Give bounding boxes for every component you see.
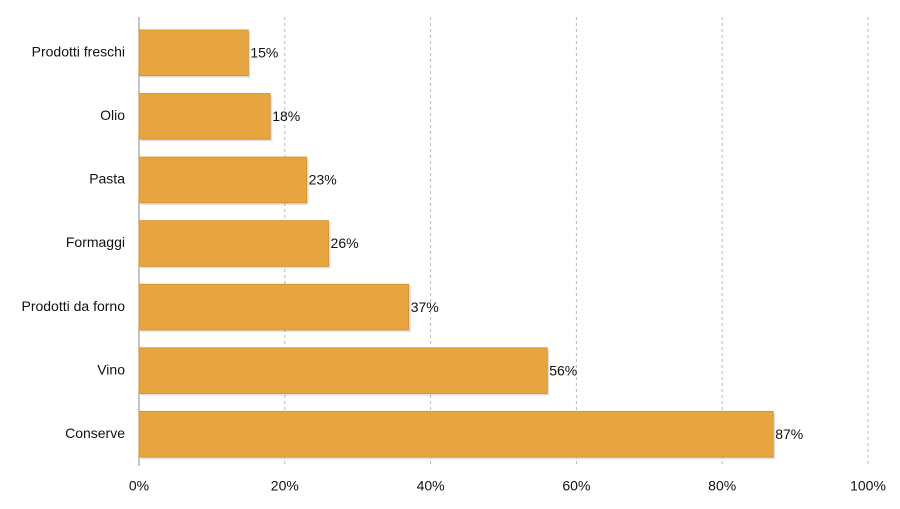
value-label: 23% bbox=[309, 172, 337, 188]
value-label: 18% bbox=[272, 108, 300, 124]
bar bbox=[138, 93, 271, 140]
value-label: 56% bbox=[549, 362, 577, 378]
bar bbox=[138, 410, 774, 458]
y-tick-label: Conserve bbox=[65, 425, 125, 441]
value-label: 26% bbox=[331, 235, 359, 251]
bar bbox=[138, 347, 548, 394]
bar bbox=[138, 156, 308, 204]
value-label: 15% bbox=[250, 44, 278, 60]
value-label: 37% bbox=[411, 299, 439, 315]
y-tick-label: Prodotti freschi bbox=[32, 43, 125, 59]
x-tick-label: 40% bbox=[417, 478, 445, 494]
x-tick-label: 20% bbox=[271, 478, 299, 494]
x-tick-label: 60% bbox=[562, 478, 590, 494]
y-tick-label: Prodotti da forno bbox=[21, 298, 125, 314]
y-tick-label: Pasta bbox=[89, 171, 125, 187]
x-tick-label: 0% bbox=[129, 478, 149, 494]
y-tick-label: Olio bbox=[100, 107, 125, 123]
bar bbox=[138, 220, 329, 267]
x-tick-label: 80% bbox=[708, 478, 736, 494]
bar bbox=[138, 283, 410, 331]
bar bbox=[138, 29, 249, 77]
y-tick-label: Formaggi bbox=[66, 234, 125, 250]
value-label: 87% bbox=[775, 426, 803, 442]
x-tick-label: 100% bbox=[850, 478, 886, 494]
y-tick-label: Vino bbox=[97, 361, 125, 377]
